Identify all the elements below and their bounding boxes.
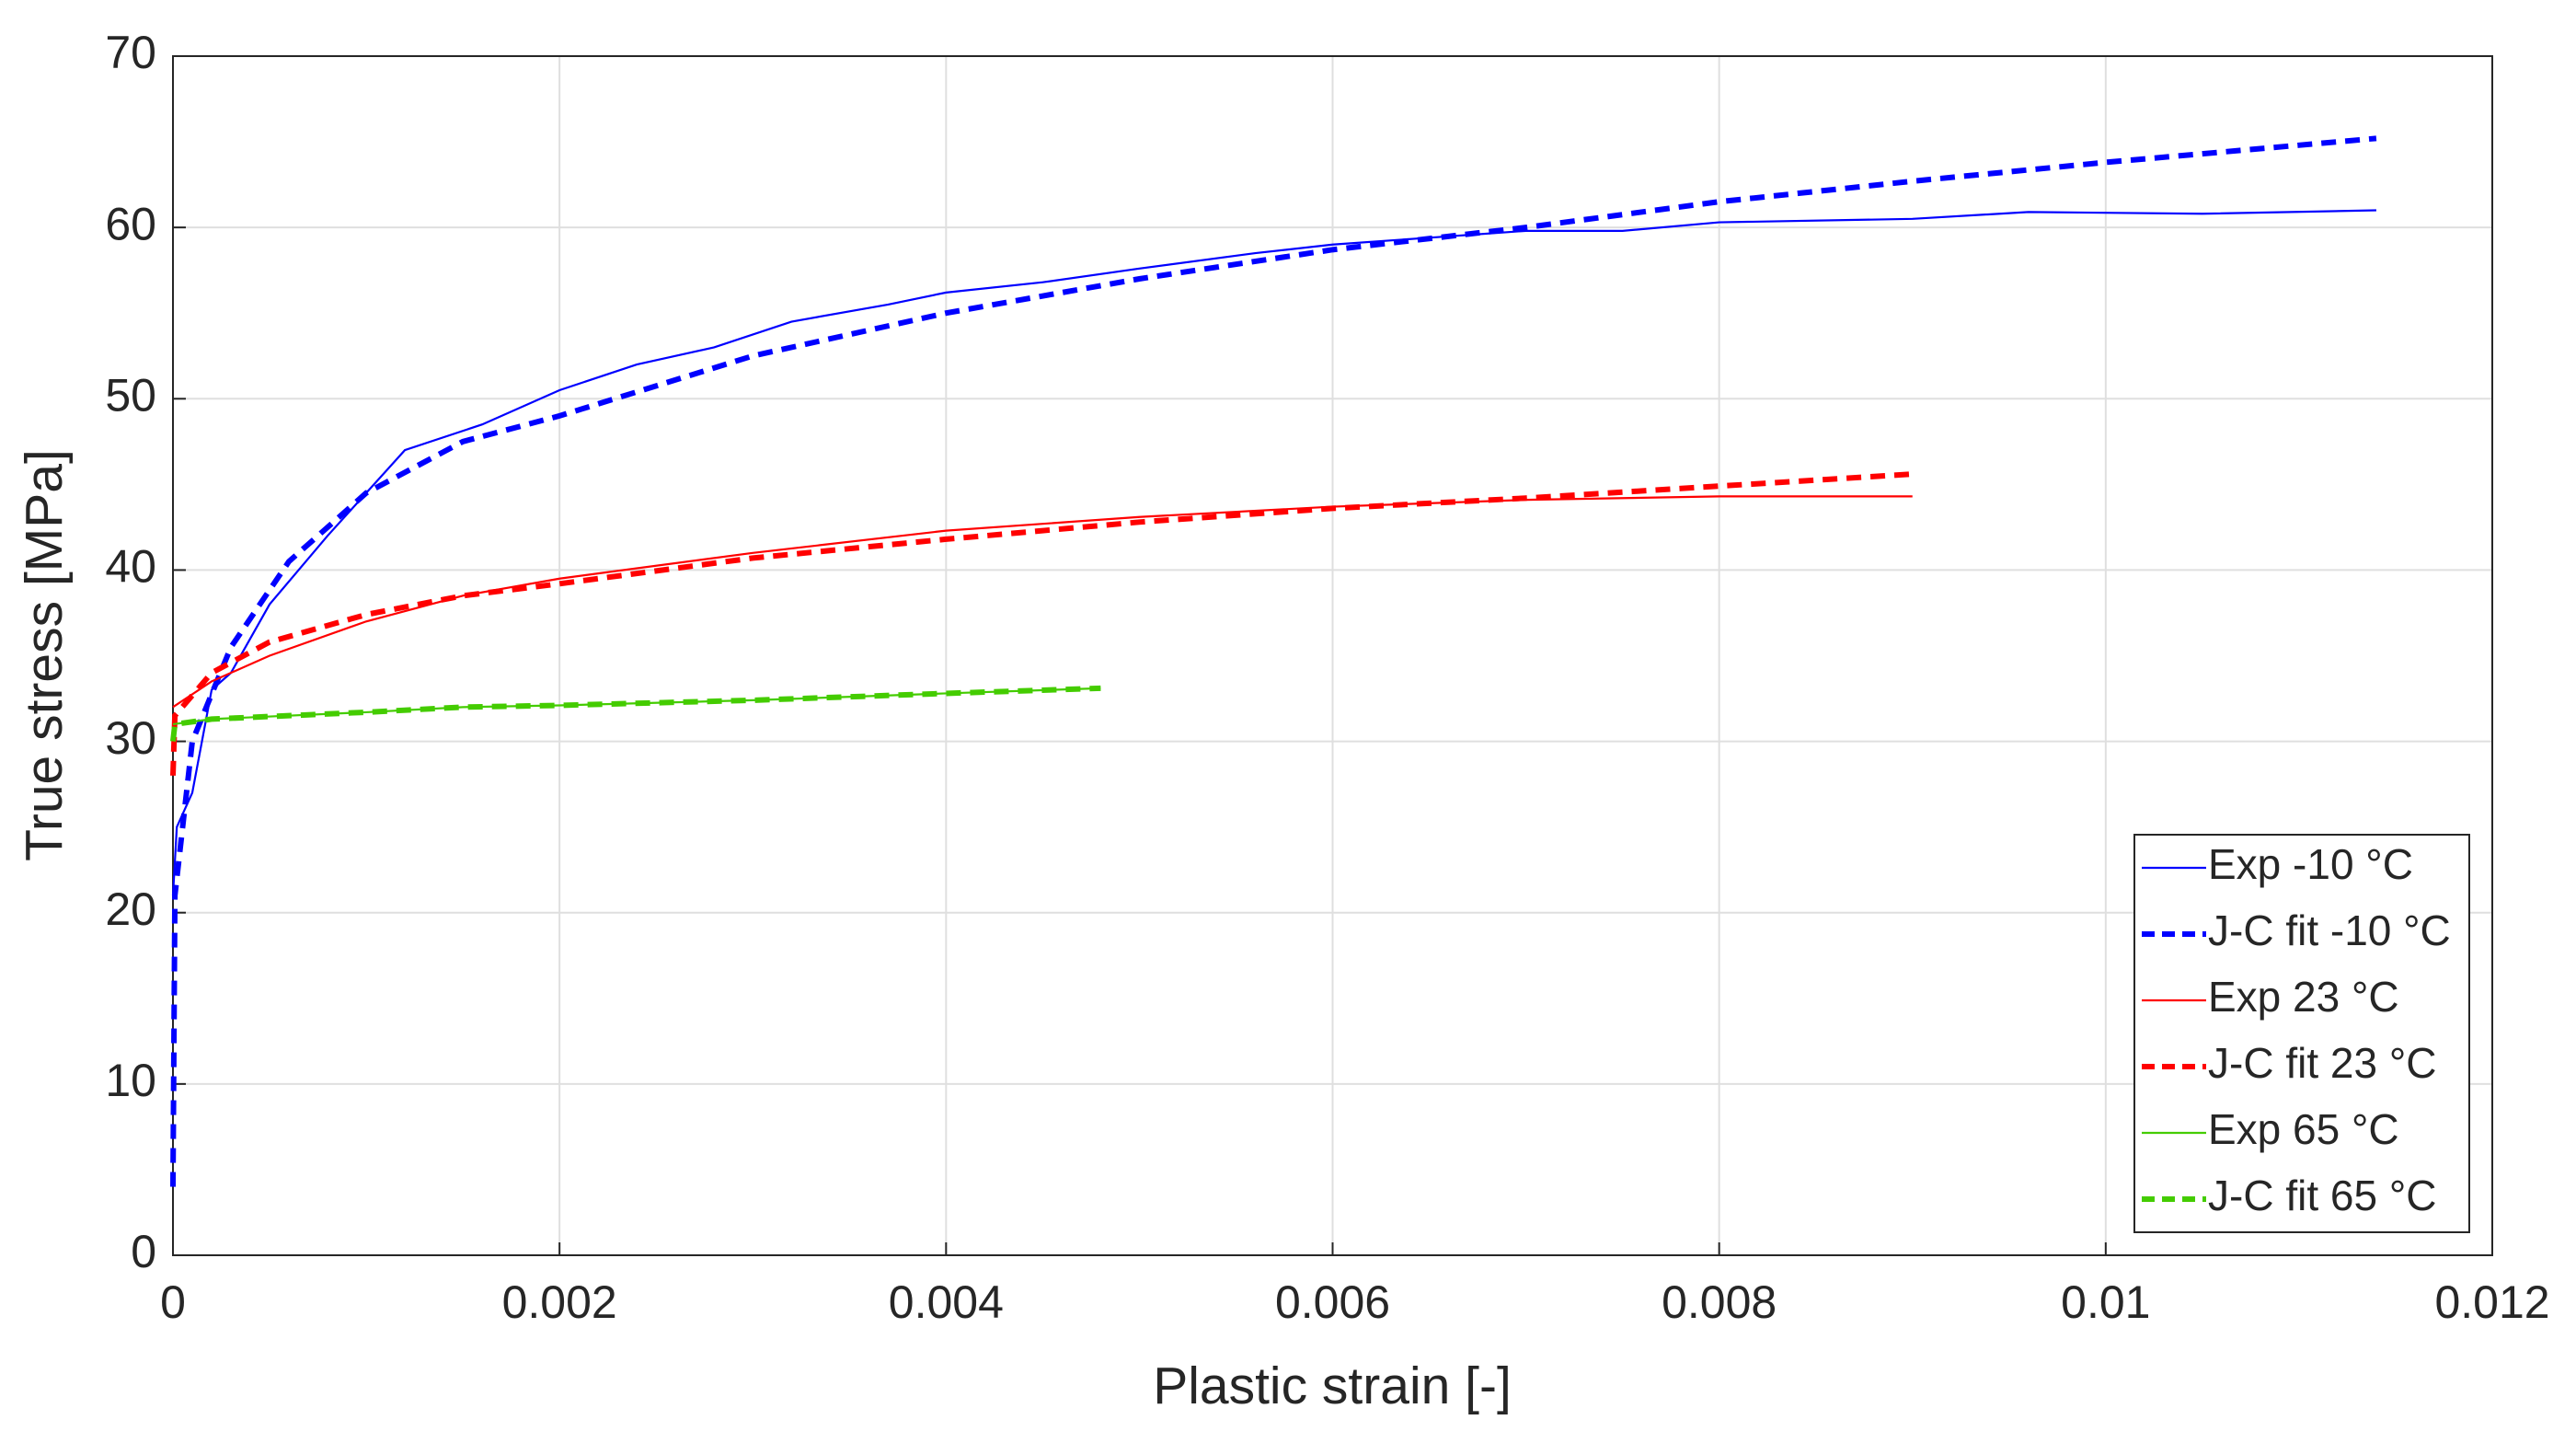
x-axis-label: Plastic strain [-] (1153, 1356, 1512, 1415)
x-tick-label: 0 (160, 1276, 186, 1328)
x-tick-label: 0.004 (889, 1276, 1004, 1328)
x-tick-label: 0.012 (2434, 1276, 2549, 1328)
y-tick-label: 70 (105, 27, 156, 78)
y-tick-label: 40 (105, 541, 156, 593)
legend-label: Exp 23 °C (2208, 973, 2399, 1021)
x-tick-label: 0.002 (502, 1276, 617, 1328)
y-tick-label: 10 (105, 1055, 156, 1106)
axes-box (172, 55, 2493, 1256)
y-tick-label: 20 (105, 883, 156, 935)
legend-label: J-C fit 65 °C (2208, 1172, 2436, 1219)
series-line (170, 685, 1101, 742)
y-axis-label: True stress [MPa] (15, 449, 74, 861)
y-tick-label: 30 (105, 712, 156, 764)
y-tick-label: 60 (105, 198, 156, 249)
legend-label: J-C fit -10 °C (2208, 906, 2451, 954)
legend-box (2133, 834, 2470, 1233)
series-line (170, 471, 1913, 776)
x-tick-label: 0.006 (1275, 1276, 1390, 1328)
y-tick-label: 0 (131, 1226, 156, 1277)
legend-label: Exp -10 °C (2208, 840, 2413, 888)
x-tick-label: 0.008 (1662, 1276, 1777, 1328)
y-tick-label: 50 (105, 369, 156, 421)
series-line (171, 209, 2376, 896)
x-tick-label: 0.01 (2061, 1276, 2150, 1328)
legend-label: J-C fit 23 °C (2208, 1039, 2436, 1087)
legend-label: Exp 65 °C (2208, 1105, 2399, 1153)
